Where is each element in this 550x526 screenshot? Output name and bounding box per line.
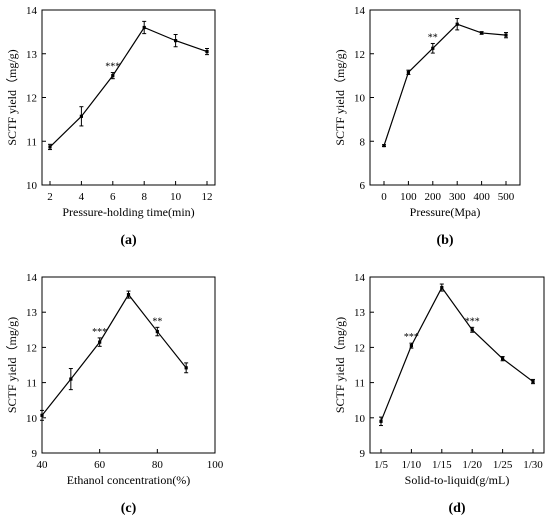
series-line [49,26,208,148]
x-tick-label: 1/20 [462,459,482,471]
panel-label: (d) [448,501,465,516]
significance-mark: *** [105,62,120,73]
panel-label: (c) [121,501,137,516]
y-tick-label: 10 [26,180,38,192]
x-tick-label: 100 [400,191,417,203]
data-point [126,293,131,297]
series-line [41,293,187,416]
data-point [531,379,535,384]
data-point [431,46,435,50]
y-axis-label: SCTF yield（mg/g) [333,49,347,145]
panel-label: (b) [436,233,453,248]
data-point [440,285,444,290]
data-point [48,145,52,149]
x-tick-label: 1/15 [432,459,452,471]
data-point [111,74,115,78]
y-tick-label: 14 [26,5,38,17]
x-tick-label: 1/25 [493,459,513,471]
x-axis-label: Pressure-holding time(min) [62,205,194,219]
x-tick-label: 40 [37,459,49,471]
data-point [504,33,508,37]
x-tick-label: 1/5 [374,459,389,471]
x-axis-label: Solid-to-liquid(g/mL) [405,473,510,487]
x-tick-label: 400 [473,191,490,203]
chart-panel-b: 6 8 10 12 14 0 100 200 300 400 500 ** Pressure(Mpa) S… [333,5,521,248]
significance-mark: *** [404,332,419,343]
data-point [455,22,459,26]
y-axis-label: SCTF yield（mg/g) [333,317,347,413]
data-point [480,31,484,35]
y-tick-label: 12 [354,49,365,61]
x-tick-label: 1/10 [402,459,422,471]
significance-mark: *** [92,327,107,338]
data-point [40,413,44,417]
data-point [69,377,73,381]
x-tick-label: 300 [449,191,466,203]
y-tick-label: 6 [360,180,366,192]
significance-mark: ** [152,316,162,327]
data-point [409,344,413,348]
significance-mark: ** [428,32,438,43]
x-axis-label: Pressure(Mpa) [410,205,481,219]
chart-panel-a: 10 11 12 13 14 2 4 6 8 10 12 *** Pressure-holding ti… [5,5,216,248]
x-tick-label: 0 [381,191,387,203]
y-tick-label: 10 [354,93,366,105]
data-point [379,419,383,423]
series-line [383,23,507,146]
y-tick-label: 12 [354,342,365,354]
y-tick-label: 14 [354,5,366,17]
data-point [470,328,474,332]
data-point [174,39,178,43]
y-tick-label: 14 [26,272,38,284]
x-tick-label: 100 [207,459,224,471]
data-point [98,340,102,344]
x-axis-label: Ethanol concentration(%) [67,473,191,487]
y-tick-label: 11 [26,136,37,148]
y-tick-label: 12 [26,342,37,354]
y-tick-label: 11 [26,378,37,390]
plot-frame [369,276,545,454]
plot-frame [41,276,216,454]
significance-mark: *** [465,316,480,327]
chart-panel-d: 9 10 11 12 13 14 1/5 1/10 1/15 1/20 1/25 1/30 *** ***… [333,272,545,516]
y-tick-label: 13 [354,307,366,319]
y-tick-label: 11 [354,378,365,390]
y-tick-label: 13 [26,307,38,319]
y-axis-label: SCTF yield（mg/g) [5,49,19,145]
x-tick-label: 80 [152,459,164,471]
y-tick-label: 9 [360,448,366,460]
data-point [501,357,505,361]
data-point [406,70,410,74]
data-point [184,366,188,370]
x-tick-label: 10 [170,191,182,203]
x-tick-label: 1/30 [523,459,543,471]
x-tick-label: 60 [94,459,106,471]
panel-label: (a) [120,233,137,248]
x-tick-label: 500 [498,191,515,203]
x-tick-label: 4 [79,191,85,203]
data-point [142,25,146,30]
y-tick-label: 12 [26,93,37,105]
y-axis-label: SCTF yield（mg/g) [5,317,19,413]
x-tick-label: 12 [202,191,213,203]
data-point [382,144,386,148]
y-tick-label: 14 [354,272,366,284]
x-tick-label: 200 [425,191,442,203]
plot-frame [41,9,216,186]
y-tick-label: 13 [26,49,38,61]
x-tick-label: 2 [47,191,53,203]
data-point [155,329,159,334]
y-tick-label: 8 [360,136,366,148]
x-tick-label: 6 [110,191,116,203]
y-tick-label: 10 [26,413,38,425]
x-tick-label: 8 [141,191,147,203]
data-point [205,49,209,54]
series-line [380,286,534,422]
y-tick-label: 10 [354,413,366,425]
data-point [79,114,83,118]
y-tick-label: 9 [32,448,38,460]
